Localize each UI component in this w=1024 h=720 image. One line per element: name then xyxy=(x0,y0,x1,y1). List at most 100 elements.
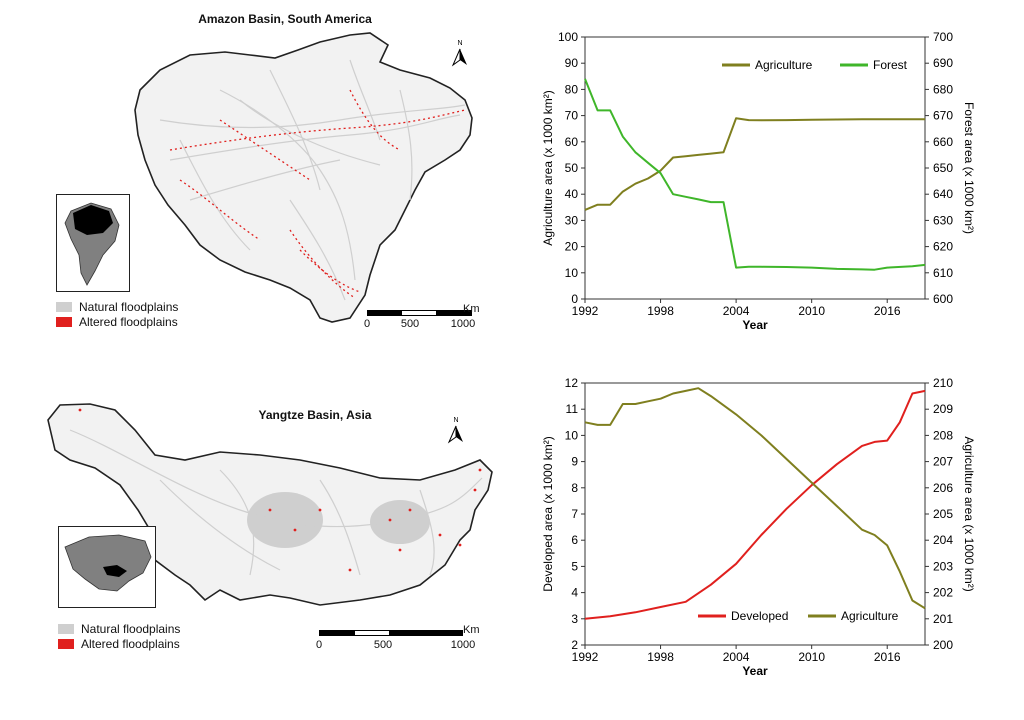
amazon-scale-tick-1000: 1000 xyxy=(450,318,476,330)
amazon-legend-natural-label: Natural floodplains xyxy=(79,300,179,314)
yangtze-map-title: Yangtze Basin, Asia xyxy=(258,408,372,422)
amazon-legend-natural: Natural floodplains xyxy=(56,300,178,314)
yangtze-scale-tick-1000: 1000 xyxy=(450,639,476,651)
plot-frame xyxy=(584,382,926,646)
y-tick-label-2: 2 xyxy=(571,638,578,652)
amazon-inset-map xyxy=(56,194,130,292)
legend-label-forest: Forest xyxy=(873,58,908,72)
y2-tick-label-650: 650 xyxy=(933,161,953,175)
y-tick-label-3: 3 xyxy=(571,612,578,626)
y2-tick-label-610: 610 xyxy=(933,266,953,280)
y-tick-label-60: 60 xyxy=(565,135,579,149)
x-tick-label-2010: 2010 xyxy=(798,304,825,318)
y-tick-label-80: 80 xyxy=(565,82,579,96)
yangtze-scale-tick-500: 500 xyxy=(373,639,393,651)
north-arrow-label: N xyxy=(457,40,462,47)
y2-tick-label-700: 700 xyxy=(933,30,953,44)
y-tick-label-9: 9 xyxy=(571,455,578,469)
amazon-scale-tick-0: 0 xyxy=(363,318,371,330)
yangtze-highlight-shape xyxy=(103,565,127,577)
y2-tick-label-670: 670 xyxy=(933,109,953,123)
x-tick-label-1992: 1992 xyxy=(572,650,599,664)
y-tick-label-20: 20 xyxy=(565,240,579,254)
y2-tick-label-208: 208 xyxy=(933,428,953,442)
y-tick-label-100: 100 xyxy=(558,30,578,44)
y2-tick-label-205: 205 xyxy=(933,507,953,521)
x-tick-label-2016: 2016 xyxy=(874,304,901,318)
y2-tick-label-201: 201 xyxy=(933,612,953,626)
y2-tick-label-203: 203 xyxy=(933,559,953,573)
plot-frame xyxy=(584,36,926,300)
y-tick-label-4: 4 xyxy=(571,586,578,600)
legend-label-developed: Developed xyxy=(731,609,788,623)
y2-tick-label-202: 202 xyxy=(933,586,953,600)
y-axis-label: Developed area (x 1000 km²) xyxy=(541,436,555,591)
y2-tick-label-620: 620 xyxy=(933,240,953,254)
y-tick-label-5: 5 xyxy=(571,559,578,573)
yangtze-scale-seg-1 xyxy=(319,630,355,636)
legend-label-agriculture: Agriculture xyxy=(755,58,813,72)
amazon-scale-seg-2 xyxy=(401,310,437,316)
amazon-highlight-shape xyxy=(73,205,113,235)
y2-tick-label-680: 680 xyxy=(933,82,953,96)
series-line-forest xyxy=(584,78,926,271)
y2-axis-label: Forest area (x 1000 km²) xyxy=(962,102,976,234)
altered-swatch xyxy=(56,317,72,327)
y2-tick-label-690: 690 xyxy=(933,56,953,70)
y-tick-label-0: 0 xyxy=(571,292,578,306)
amazon-scale-seg-1 xyxy=(367,310,402,316)
y-tick-label-10: 10 xyxy=(565,266,579,280)
legend-label-agriculture: Agriculture xyxy=(841,609,899,623)
altered-floodplain-rivers xyxy=(169,89,466,299)
yangtze-north-arrow-label: N xyxy=(453,417,458,424)
x-tick-label-2010: 2010 xyxy=(798,650,825,664)
y2-tick-label-600: 600 xyxy=(933,292,953,306)
series-line-agriculture xyxy=(584,117,925,211)
y-axis-label: Agriculture area (x 1000 km²) xyxy=(541,90,555,245)
x-tick-label-1992: 1992 xyxy=(572,304,599,318)
series-line-agriculture xyxy=(584,387,926,610)
x-tick-label-1998: 1998 xyxy=(647,650,674,664)
yangtze-natural-areas xyxy=(247,492,430,548)
y-tick-label-11: 11 xyxy=(566,402,579,416)
x-axis-label: Year xyxy=(742,318,768,332)
y2-tick-label-209: 209 xyxy=(933,402,953,416)
amazon-legend-altered: Altered floodplains xyxy=(56,315,178,329)
y-tick-label-8: 8 xyxy=(571,481,578,495)
yangtze-scale-seg-2 xyxy=(354,630,390,636)
x-tick-label-2004: 2004 xyxy=(723,650,750,664)
yangtze-land-cover-chart: 2 3 4 5 6 7 8 9 10 11 12 200 201 202 203 204 205 206 207 20… xyxy=(541,376,976,678)
y-tick-label-90: 90 xyxy=(565,56,579,70)
y-tick-label-10: 10 xyxy=(565,428,579,442)
yangtze-natural-swatch xyxy=(58,624,74,634)
amazon-legend-altered-label: Altered floodplains xyxy=(79,315,178,329)
asia-shape xyxy=(64,534,152,592)
yangtze-altered-swatch xyxy=(58,639,74,649)
y-tick-label-7: 7 xyxy=(571,507,578,521)
yangtze-legend-altered: Altered floodplains xyxy=(58,637,180,651)
x-tick-label-2016: 2016 xyxy=(874,650,901,664)
amazon-scale-tick-500: 500 xyxy=(400,318,420,330)
yangtze-inset-map xyxy=(58,526,156,608)
x-tick-label-2004: 2004 xyxy=(723,304,750,318)
y-tick-label-50: 50 xyxy=(565,161,579,175)
y2-tick-label-660: 660 xyxy=(933,135,953,149)
x-tick-label-1998: 1998 xyxy=(647,304,674,318)
yangtze-scale-seg-3 xyxy=(389,630,463,636)
yangtze-north-arrow: N xyxy=(447,417,463,444)
y-tick-label-70: 70 xyxy=(565,109,579,123)
north-arrow: N xyxy=(451,40,467,67)
series-line-developed xyxy=(584,389,926,620)
y2-axis-label: Agriculture area (x 1000 km²) xyxy=(962,436,976,591)
y2-tick-label-207: 207 xyxy=(933,455,953,469)
yangtze-legend-natural-label: Natural floodplains xyxy=(81,622,181,636)
amazon-basin-map: N xyxy=(134,32,473,323)
y-tick-label-30: 30 xyxy=(565,213,579,227)
y2-tick-label-200: 200 xyxy=(933,638,953,652)
natural-swatch xyxy=(56,302,72,312)
amazon-map-panel: Amazon Basin, South America N xyxy=(20,0,520,340)
amazon-scale-seg-3 xyxy=(436,310,472,316)
y2-tick-label-206: 206 xyxy=(933,481,953,495)
y-tick-label-40: 40 xyxy=(565,187,579,201)
y-tick-label-6: 6 xyxy=(571,533,578,547)
